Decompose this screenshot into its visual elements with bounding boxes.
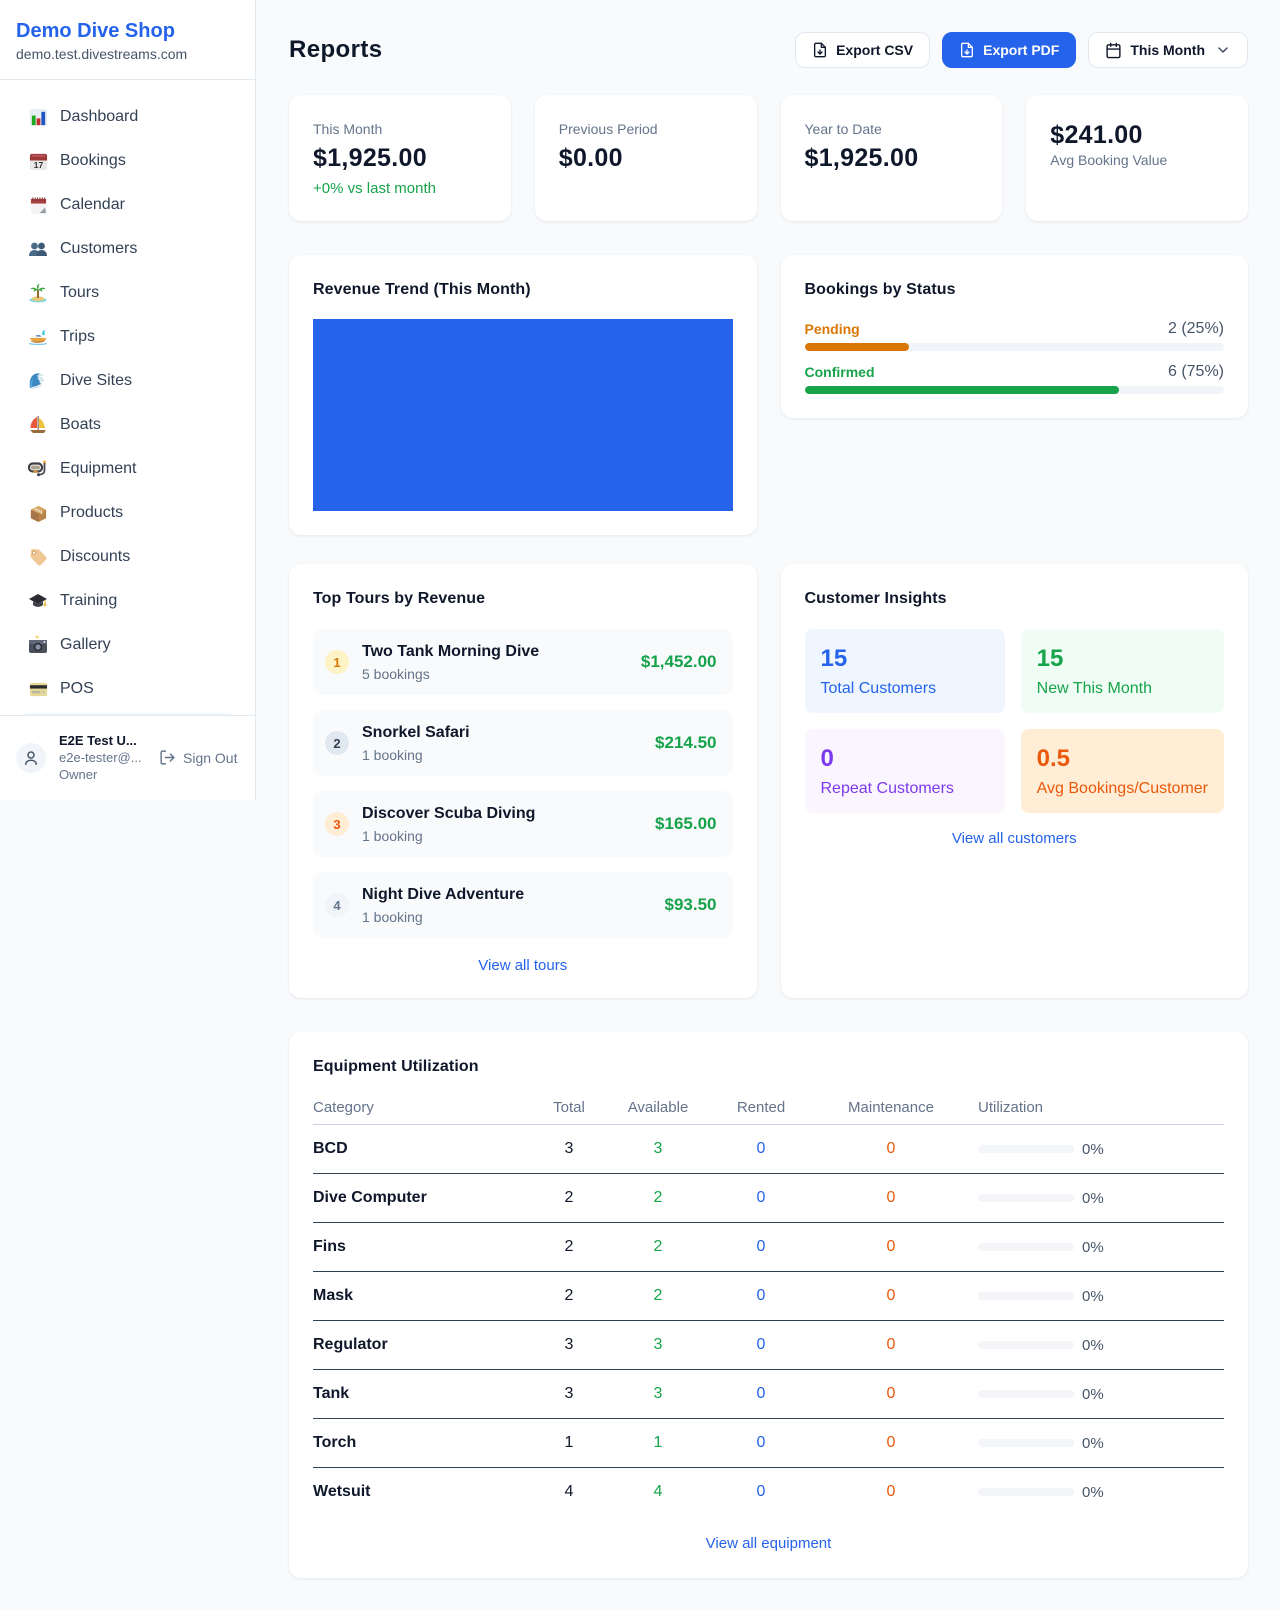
svg-text:17: 17 xyxy=(33,160,43,170)
